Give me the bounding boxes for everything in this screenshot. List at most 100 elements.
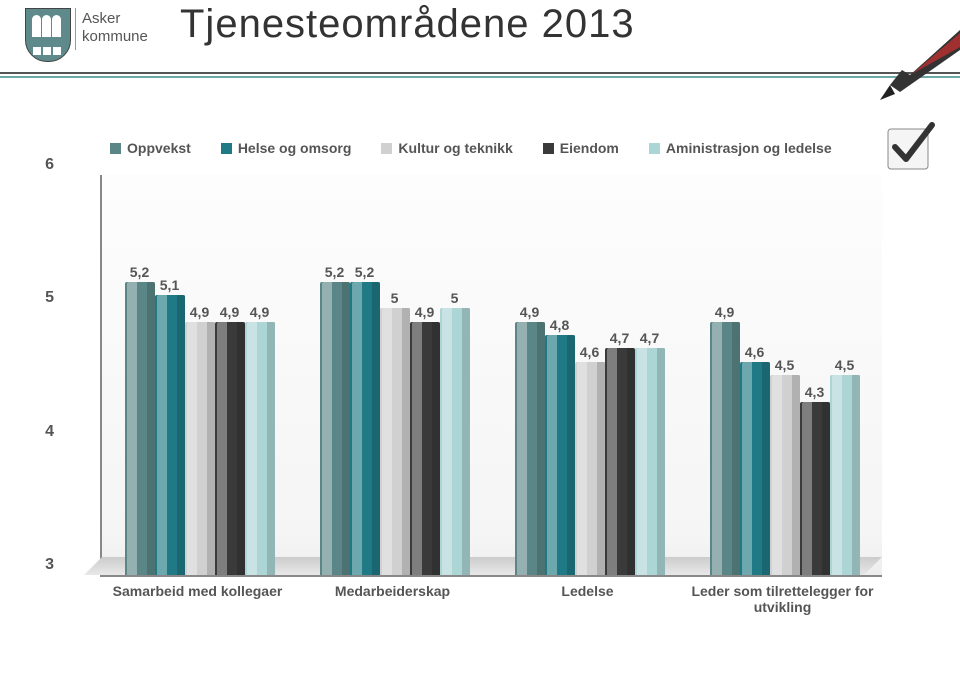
bar-rect — [740, 362, 770, 575]
bar-rect — [440, 308, 470, 575]
bar-value-label: 5 — [391, 290, 399, 306]
legend-swatch — [110, 143, 121, 154]
bar-group: 5,2 5,1 4,9 4,9 4,9 — [102, 175, 297, 575]
bar-group: 4,9 4,6 4,5 4,3 4,5 — [687, 175, 882, 575]
bar: 4,9 — [185, 304, 215, 575]
bar: 5,2 — [320, 264, 350, 575]
plot-area: 5,25,14,94,94,95,25,254,954,94,84,64,74,… — [100, 175, 882, 577]
legend-item: Kultur og teknikk — [381, 140, 512, 156]
bar-rect — [350, 282, 380, 575]
bar: 5 — [380, 290, 410, 575]
bar-group: 5,2 5,2 5 4,9 5 — [297, 175, 492, 575]
header: Asker kommune Tjenesteområdene 2013 — [0, 0, 960, 80]
bar: 4,8 — [545, 317, 575, 575]
bar: 4,9 — [215, 304, 245, 575]
bar-rect — [515, 322, 545, 575]
bar-rect — [125, 282, 155, 575]
bar: 4,9 — [515, 304, 545, 575]
bar-groups: 5,25,14,94,94,95,25,254,954,94,84,64,74,… — [102, 175, 882, 575]
bar: 4,9 — [710, 304, 740, 575]
bar-rect — [380, 308, 410, 575]
y-tick: 6 — [45, 156, 54, 174]
x-axis-label: Ledelse — [490, 583, 685, 615]
bar-value-label: 4,5 — [835, 357, 854, 373]
bar-rect — [830, 375, 860, 575]
bar-value-label: 4,9 — [220, 304, 239, 320]
legend-item: Helse og omsorg — [221, 140, 352, 156]
bar-value-label: 5,2 — [325, 264, 344, 280]
legend-label: Kultur og teknikk — [398, 140, 512, 156]
bar-value-label: 5,2 — [130, 264, 149, 280]
pen-icon — [840, 30, 960, 110]
page-title: Tjenesteområdene 2013 — [180, 2, 635, 47]
brand-line1: Asker — [82, 10, 120, 27]
bar: 5,2 — [350, 264, 380, 575]
x-axis-label: Medarbeiderskap — [295, 583, 490, 615]
bar-rect — [800, 402, 830, 575]
bar-rect — [320, 282, 350, 575]
brand-line2: kommune — [82, 28, 148, 45]
bar-value-label: 4,9 — [415, 304, 434, 320]
brand-text: Asker kommune — [82, 10, 148, 46]
bar: 5,1 — [155, 277, 185, 575]
legend: Oppvekst Helse og omsorg Kultur og teknikk… — [110, 140, 900, 156]
bar: 4,6 — [575, 344, 605, 575]
legend-item: Aministrasjon og ledelse — [649, 140, 832, 156]
divider-teal — [0, 76, 960, 78]
bar: 4,7 — [635, 330, 665, 575]
bar-rect — [770, 375, 800, 575]
bar-rect — [185, 322, 215, 575]
bar-value-label: 4,9 — [715, 304, 734, 320]
x-axis-label: Samarbeid med kollegaer — [100, 583, 295, 615]
bar-value-label: 4,9 — [190, 304, 209, 320]
bar-value-label: 4,6 — [745, 344, 764, 360]
bar-rect — [605, 348, 635, 575]
bar-value-label: 5,2 — [355, 264, 374, 280]
legend-swatch — [381, 143, 392, 154]
bar: 4,3 — [800, 384, 830, 575]
bar-chart: Oppvekst Helse og omsorg Kultur og teknikk… — [60, 135, 900, 630]
legend-item: Eiendom — [543, 140, 619, 156]
legend-label: Aministrasjon og ledelse — [666, 140, 832, 156]
bar-rect — [215, 322, 245, 575]
bar-value-label: 4,5 — [775, 357, 794, 373]
bar-value-label: 5 — [451, 290, 459, 306]
bar: 4,7 — [605, 330, 635, 575]
legend-label: Oppvekst — [127, 140, 191, 156]
bar-value-label: 4,8 — [550, 317, 569, 333]
bar-value-label: 4,7 — [610, 330, 629, 346]
y-tick: 4 — [45, 423, 54, 441]
bar-value-label: 4,7 — [640, 330, 659, 346]
bar-rect — [155, 295, 185, 575]
bar-value-label: 4,9 — [250, 304, 269, 320]
bar-rect — [575, 362, 605, 575]
bar-group: 4,9 4,8 4,6 4,7 4,7 — [492, 175, 687, 575]
bar-value-label: 5,1 — [160, 277, 179, 293]
bar-rect — [635, 348, 665, 575]
bar: 5 — [440, 290, 470, 575]
bar-rect — [545, 335, 575, 575]
bar: 4,9 — [410, 304, 440, 575]
bar: 4,5 — [830, 357, 860, 575]
y-tick: 3 — [45, 556, 54, 574]
legend-label: Eiendom — [560, 140, 619, 156]
bar-value-label: 4,3 — [805, 384, 824, 400]
legend-swatch — [221, 143, 232, 154]
bar: 4,9 — [245, 304, 275, 575]
legend-item: Oppvekst — [110, 140, 191, 156]
divider-dark — [0, 72, 960, 74]
x-axis-labels: Samarbeid med kollegaerMedarbeiderskapLe… — [100, 583, 880, 615]
bar: 5,2 — [125, 264, 155, 575]
logo-divider — [75, 8, 76, 50]
legend-label: Helse og omsorg — [238, 140, 352, 156]
bar-rect — [710, 322, 740, 575]
bar-value-label: 4,6 — [580, 344, 599, 360]
legend-swatch — [543, 143, 554, 154]
x-axis-label: Leder som tilrettelegger for utvikling — [685, 583, 880, 615]
bar-value-label: 4,9 — [520, 304, 539, 320]
bar-rect — [410, 322, 440, 575]
legend-swatch — [649, 143, 660, 154]
logo — [25, 8, 75, 63]
bar-rect — [245, 322, 275, 575]
bar: 4,6 — [740, 344, 770, 575]
